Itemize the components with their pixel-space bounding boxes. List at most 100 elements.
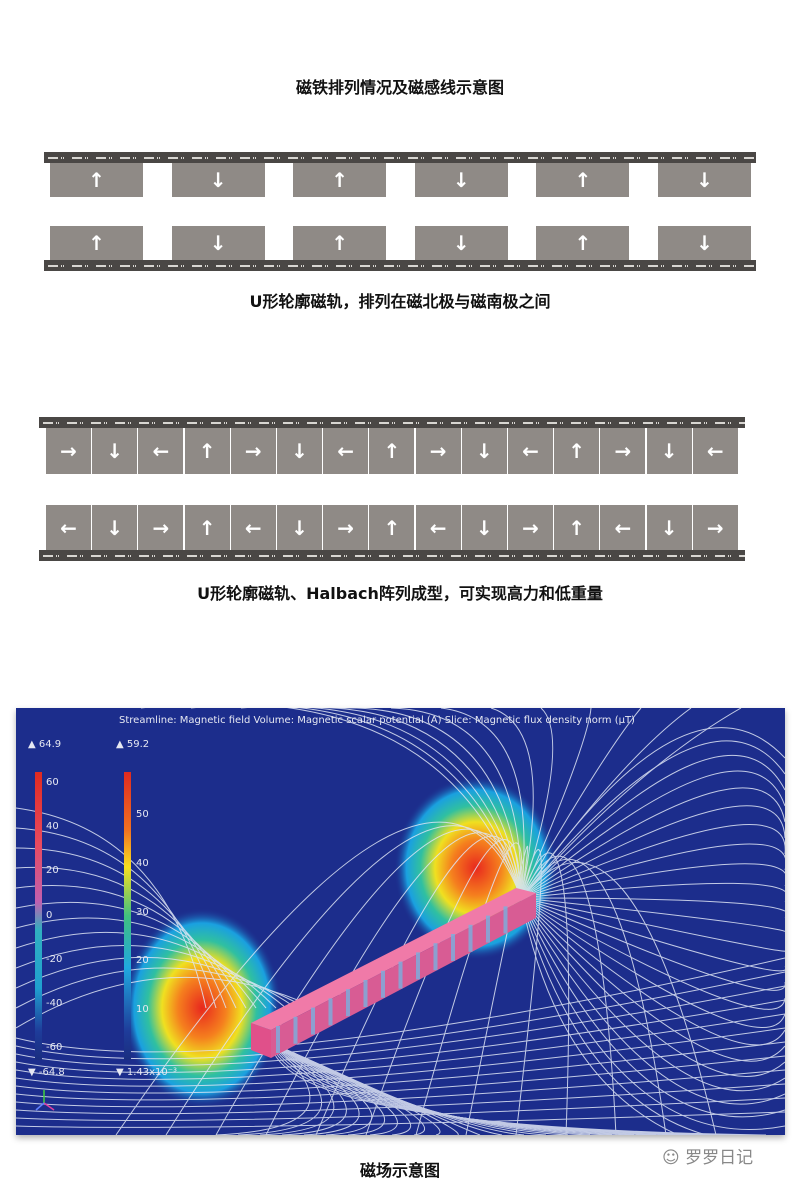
- magnetic-field-simulation: Streamline: Magnetic field Volume: Magne…: [16, 708, 785, 1135]
- arrow-up-icon: ↑: [383, 439, 401, 463]
- magnet-block: →: [415, 428, 461, 474]
- streamline: [520, 897, 785, 1130]
- magnet-block: ↓: [171, 163, 265, 197]
- streamline: [16, 866, 237, 1009]
- legend2-min: ▼ 1.43x10⁻³: [116, 1067, 178, 1078]
- magnet-block: ↓: [277, 428, 322, 474]
- magnet-block: ↑: [369, 505, 415, 550]
- streamline: [16, 976, 317, 1029]
- streamline: [520, 770, 785, 899]
- wechat-icon: ☺: [662, 1148, 686, 1168]
- arrow-down-icon: ↓: [291, 439, 308, 463]
- streamline: [520, 897, 785, 991]
- arrow-up-icon: ↑: [331, 231, 349, 255]
- magnet-block: ←: [508, 428, 553, 474]
- streamline: [16, 1041, 785, 1094]
- caption-standard-array: U形轮廓磁轨，排列在磁北极与磁南极之间: [249, 292, 551, 311]
- magnet-block: ↓: [92, 505, 138, 550]
- arrow-left-icon: ←: [60, 515, 77, 540]
- arrow-up-icon: ↑: [574, 231, 592, 255]
- arrow-down-icon: ↓: [452, 168, 470, 192]
- colorbar-tick-label: 20: [46, 865, 59, 877]
- streamline: [520, 897, 709, 1135]
- arrow-down-icon: ↓: [696, 231, 713, 255]
- streamline: [520, 858, 667, 1135]
- magnet-block: ↓: [414, 226, 508, 260]
- top-rail: [44, 152, 756, 163]
- caption-field-diagram: 磁场示意图: [359, 1161, 440, 1180]
- streamline: [465, 845, 529, 1135]
- magnet-block: ↓: [461, 428, 507, 474]
- streamline: [270, 1042, 679, 1135]
- arrow-down-icon: ↓: [452, 231, 470, 255]
- streamline: [141, 708, 522, 899]
- streamline: [16, 827, 217, 1009]
- streamline: [270, 1042, 701, 1135]
- streamline: [315, 835, 522, 1135]
- arrow-right-icon: →: [152, 515, 170, 540]
- arrow-left-icon: ←: [337, 439, 355, 463]
- colorbar-tick-label: 40: [46, 821, 59, 833]
- magnet-block: ↓: [646, 428, 692, 474]
- arrow-down-icon: ↓: [209, 168, 227, 192]
- streamline: [520, 852, 570, 1135]
- streamline: [520, 897, 680, 1135]
- arrow-left-icon: ←: [244, 515, 262, 540]
- colorbar-tick-label: -20: [46, 953, 63, 965]
- streamline: [520, 855, 617, 1135]
- watermark: ☺ 罗罗日记: [662, 1143, 753, 1168]
- streamline: [520, 708, 554, 899]
- magnet-block: ↑: [554, 505, 600, 550]
- streamline: [16, 1013, 785, 1080]
- magnet-block: →: [600, 428, 646, 474]
- arrow-down-icon: ↓: [475, 439, 493, 463]
- magnet-block: ↓: [658, 163, 751, 197]
- streamline: [520, 897, 785, 1118]
- streamline: [16, 1069, 785, 1108]
- colorbar-tick-label: 40: [136, 857, 149, 869]
- streamline: [520, 897, 785, 952]
- magnet-block: ↑: [536, 226, 630, 260]
- watermark-text: 罗罗日记: [685, 1148, 754, 1168]
- streamline: [520, 897, 785, 1010]
- magnet-block: ↑: [536, 163, 630, 197]
- magnet-block: ←: [600, 505, 646, 550]
- streamline: [270, 1042, 657, 1135]
- streamline: [270, 1042, 613, 1135]
- streamline: [16, 847, 227, 1009]
- arrow-down-icon: ↓: [291, 515, 308, 540]
- arrow-right-icon: →: [706, 515, 724, 540]
- streamline: [520, 754, 785, 899]
- streamline: [16, 999, 785, 1073]
- streamline: [16, 885, 247, 1009]
- streamline: [520, 897, 785, 934]
- streamline: [16, 1027, 785, 1087]
- arrow-down-icon: ↓: [106, 439, 124, 463]
- magnet-block: →: [692, 505, 738, 550]
- streamline: [520, 708, 642, 899]
- streamline: [520, 708, 742, 899]
- arrow-down-icon: ↓: [696, 168, 713, 192]
- arrow-up-icon: ↑: [198, 515, 216, 540]
- arrow-right-icon: →: [337, 515, 355, 540]
- colorbar-tick-label: -40: [46, 997, 63, 1009]
- arrow-right-icon: →: [244, 439, 262, 463]
- streamline: [520, 740, 785, 899]
- arrow-down-icon: ↓: [106, 515, 124, 540]
- streamline: [16, 971, 785, 1060]
- streamline: [415, 842, 523, 1135]
- streamline: [520, 897, 785, 1062]
- streamline: [520, 861, 717, 1135]
- streamline: [520, 897, 785, 1105]
- streamline: [520, 897, 785, 972]
- streamline: [16, 1055, 785, 1101]
- legend1-max: ▲ 64.9: [28, 739, 62, 750]
- magnet-block: →: [508, 505, 553, 550]
- arrow-up-icon: ↑: [568, 515, 586, 540]
- magnet-block: ↓: [646, 505, 692, 550]
- colorbar-tick-label: 60: [46, 777, 59, 788]
- top-rail: [39, 417, 745, 428]
- magnet-block: ←: [415, 505, 461, 550]
- streamline: [241, 708, 522, 899]
- magnet-block: ↓: [92, 428, 138, 474]
